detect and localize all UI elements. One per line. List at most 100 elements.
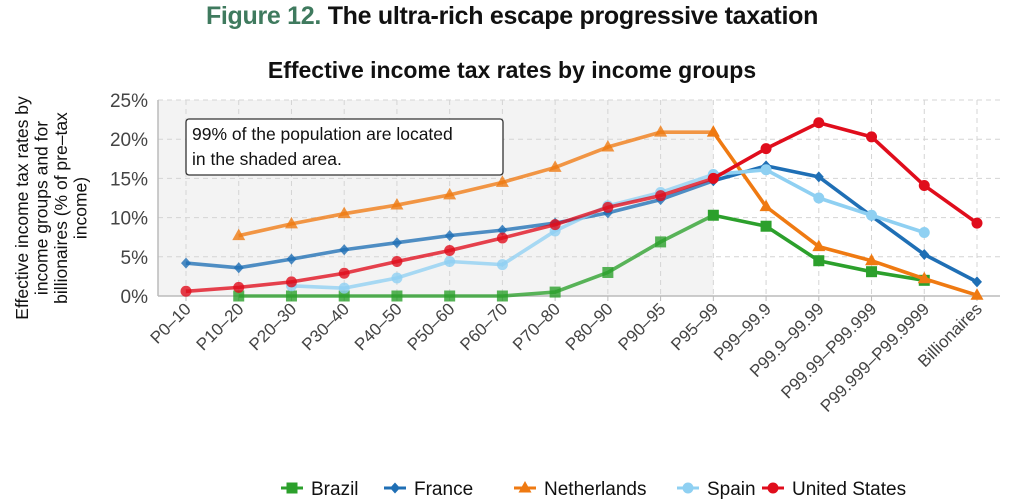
data-point <box>444 230 455 242</box>
legend-marker-icon <box>682 482 694 494</box>
data-point <box>233 281 245 293</box>
legend-label: United States <box>792 479 906 500</box>
data-point <box>444 290 456 302</box>
data-point <box>496 290 508 302</box>
data-point <box>972 276 982 288</box>
data-point-marker <box>760 164 772 176</box>
data-point-marker <box>654 125 668 137</box>
chart-title: Effective income tax rates by income gro… <box>268 57 756 83</box>
data-point-marker <box>233 290 245 302</box>
y-tick-label: 10% <box>110 209 148 230</box>
data-point-marker <box>813 171 824 183</box>
legend-item-france: France <box>384 479 473 500</box>
x-tick-label: P20–30 <box>245 299 300 354</box>
data-point <box>760 143 772 155</box>
data-point-marker <box>760 143 772 155</box>
data-point <box>390 198 404 210</box>
data-point <box>707 172 719 184</box>
data-point <box>444 245 456 257</box>
data-point <box>496 232 508 244</box>
data-point-marker <box>338 290 350 302</box>
data-point-marker <box>548 160 562 172</box>
data-point <box>707 209 719 221</box>
legend-label: Brazil <box>311 479 359 500</box>
data-point-marker <box>602 266 614 278</box>
data-point-marker <box>707 172 719 184</box>
figure-title: Figure 12. The ultra-rich escape progres… <box>0 2 1024 31</box>
data-point-marker <box>444 245 456 257</box>
legend-item-united-states: United States <box>762 479 906 500</box>
data-point-marker <box>655 236 667 248</box>
data-point <box>391 290 403 302</box>
data-point-marker <box>495 175 509 187</box>
data-point-marker <box>917 271 931 284</box>
data-point-marker <box>338 267 350 279</box>
data-point-marker <box>233 262 244 274</box>
data-point-marker <box>496 259 508 271</box>
y-axis-label-line: billionaires (% of pre–tax <box>51 112 71 304</box>
data-point-marker <box>812 239 826 252</box>
data-point <box>918 226 930 238</box>
legend-item-netherlands: Netherlands <box>514 479 646 500</box>
data-point-marker <box>549 286 561 298</box>
data-point-marker <box>655 190 667 202</box>
data-point <box>760 220 772 232</box>
legend-label: Netherlands <box>544 479 646 500</box>
data-point <box>866 209 878 221</box>
series-netherlands <box>232 125 984 300</box>
data-point-marker <box>285 290 297 302</box>
data-point-marker <box>813 117 825 129</box>
annotation-frame <box>185 118 504 176</box>
annotation-box: 99% of the population are located in the … <box>185 118 504 176</box>
data-point <box>443 187 457 200</box>
data-point <box>444 256 456 268</box>
data-point-marker <box>391 256 403 268</box>
data-point <box>391 256 403 268</box>
data-point <box>549 286 561 298</box>
data-point-marker <box>339 244 350 256</box>
data-point <box>338 282 350 294</box>
y-axis-label: Effective income tax rates byincome grou… <box>12 96 91 320</box>
data-point-marker <box>181 257 191 269</box>
data-point-marker <box>390 198 404 210</box>
x-tick-label: P70–80 <box>509 299 564 354</box>
data-point-marker <box>391 290 403 302</box>
data-point-marker <box>813 255 825 267</box>
data-point-marker <box>444 230 455 242</box>
data-point-marker <box>496 232 508 244</box>
data-point <box>286 253 297 265</box>
data-point-marker <box>918 179 930 191</box>
x-tick-label: P50–60 <box>404 299 459 354</box>
data-point <box>602 266 614 278</box>
data-point <box>549 219 561 231</box>
data-point <box>813 255 825 267</box>
x-tick-label: P60–70 <box>456 299 511 354</box>
figure-title-text: The ultra-rich escape progressive taxati… <box>327 2 819 30</box>
annotation-text: in the shaded area. <box>192 149 342 169</box>
data-point-marker <box>866 209 878 221</box>
data-point <box>760 164 772 176</box>
data-point <box>181 257 191 269</box>
data-point-marker <box>232 228 246 241</box>
data-point-marker <box>972 276 982 288</box>
data-point-marker <box>444 256 456 268</box>
x-tick-label: P30–40 <box>298 299 353 354</box>
x-tick-label: P40–50 <box>351 299 406 354</box>
y-tick-label: 5% <box>121 248 149 269</box>
data-point <box>285 276 297 288</box>
data-point-marker <box>602 201 614 213</box>
data-point <box>337 206 351 219</box>
legend-item-spain: Spain <box>677 479 756 500</box>
data-point <box>866 131 878 143</box>
data-point-marker <box>866 131 878 143</box>
x-tick-label: P0–10 <box>147 299 195 347</box>
legend-marker-icon <box>518 481 532 493</box>
data-point-marker <box>284 216 298 229</box>
data-point-marker <box>865 253 879 266</box>
data-point <box>970 288 984 300</box>
data-point <box>813 171 824 183</box>
data-point <box>971 217 983 229</box>
data-point <box>919 248 930 260</box>
legend-label: Spain <box>707 479 756 500</box>
data-point <box>233 262 244 274</box>
